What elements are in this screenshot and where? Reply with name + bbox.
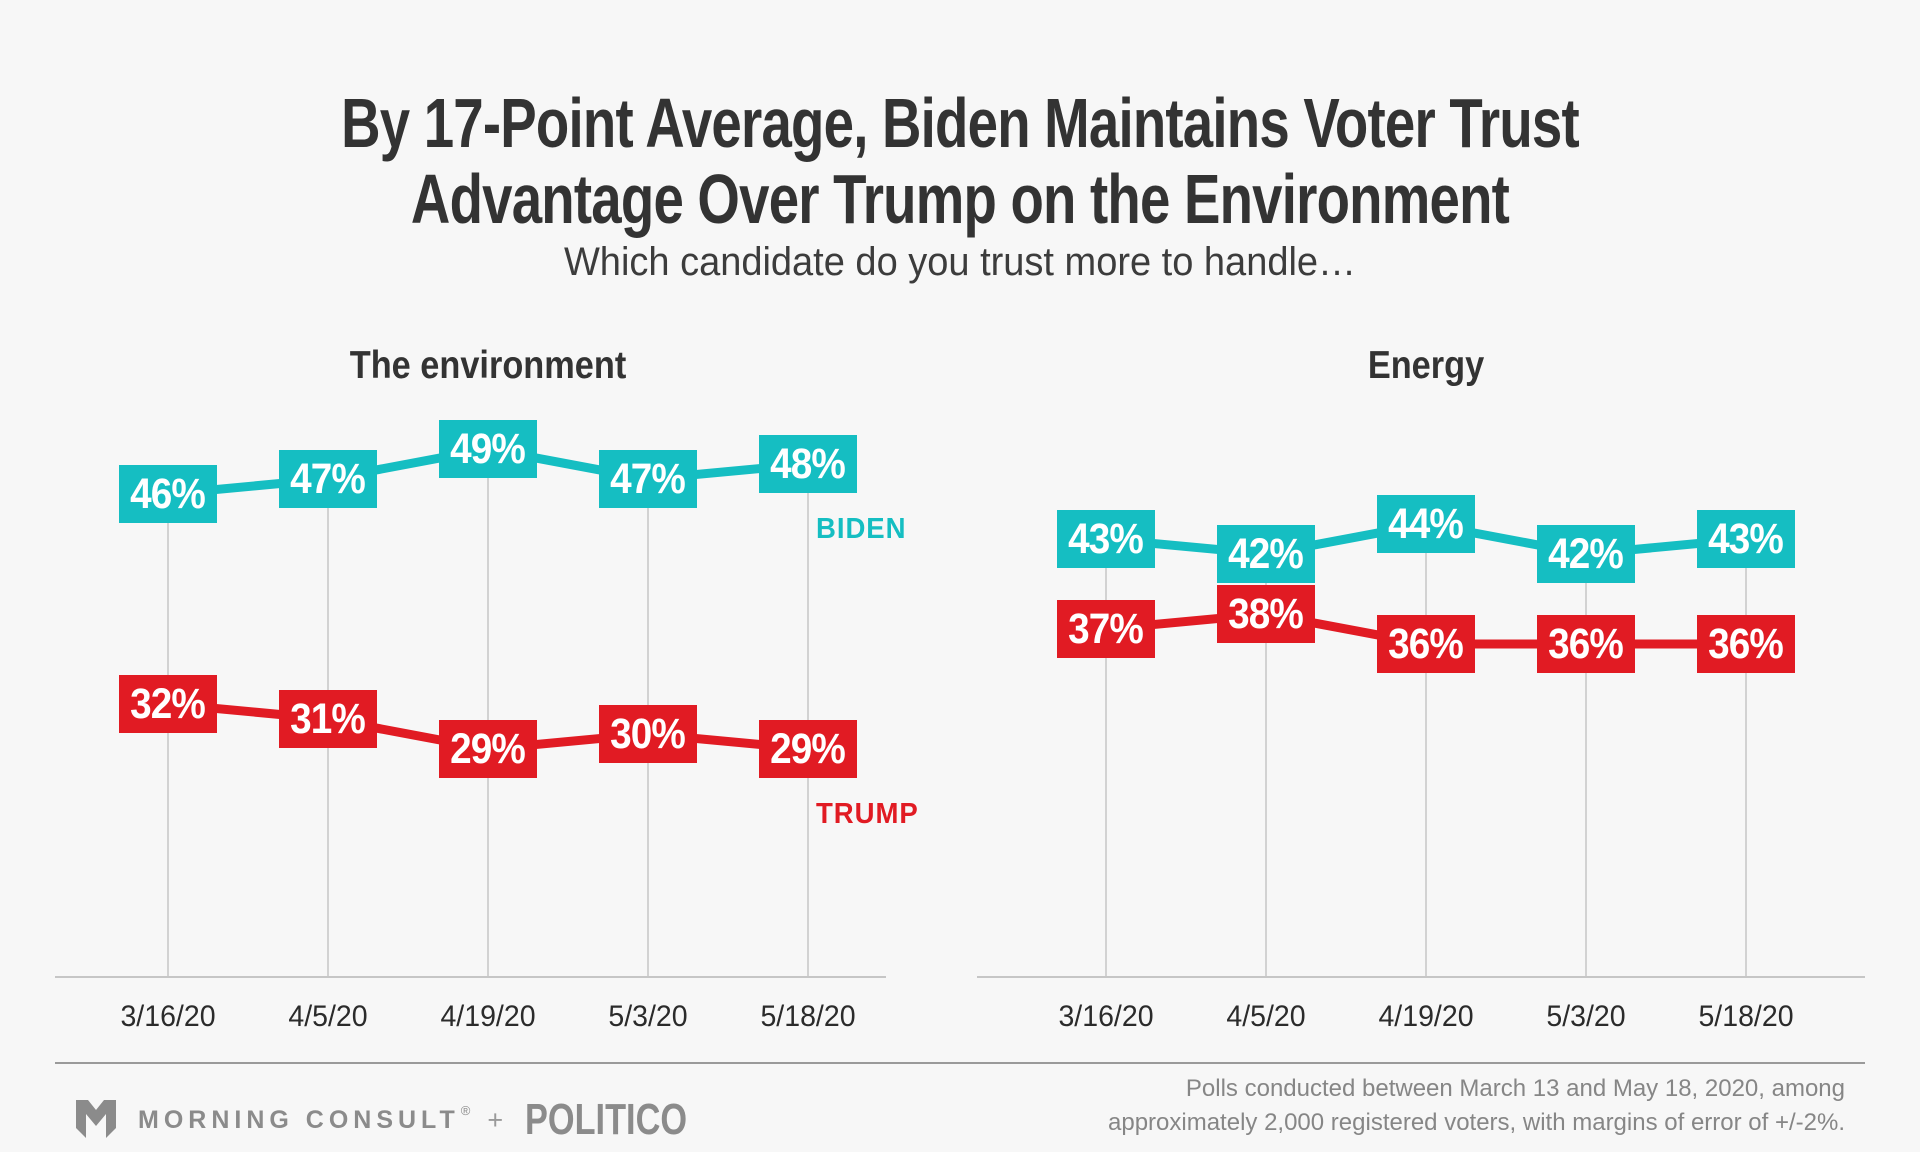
morning-consult-logo-icon: [76, 1100, 116, 1138]
data-point-value: 36%: [1548, 619, 1625, 668]
x-tick-label: 5/18/20: [1698, 1000, 1794, 1033]
data-point-label: 43%: [1697, 510, 1795, 568]
series-label-biden: BIDEN: [816, 513, 907, 545]
morning-consult-wordmark: MORNING CONSULT: [138, 1105, 460, 1134]
data-point-value: 47%: [610, 454, 687, 503]
data-point-label: 43%: [1057, 510, 1155, 568]
data-point-value: 46%: [130, 469, 207, 518]
chart-title: Energy: [1367, 344, 1485, 387]
series-label-trump: TRUMP: [816, 798, 919, 830]
data-point-label: 42%: [1537, 525, 1635, 583]
data-point-label: 29%: [439, 720, 537, 778]
data-point-value: 38%: [1228, 589, 1305, 638]
footer-divider: [55, 1062, 1865, 1064]
data-point-value: 30%: [610, 709, 687, 758]
x-tick-label: 5/3/20: [1546, 1000, 1626, 1033]
x-tick-label: 3/16/20: [1058, 1000, 1154, 1033]
page-subtitle: Which candidate do you trust more to han…: [563, 240, 1357, 284]
data-point-label: 31%: [279, 690, 377, 748]
methodology-note-line2: approximately 2,000 registered voters, w…: [1108, 1109, 1845, 1136]
x-tick-label: 4/5/20: [1226, 1000, 1306, 1033]
data-point-label: 46%: [119, 465, 217, 523]
data-point-label: 37%: [1057, 600, 1155, 658]
data-point-value: 31%: [290, 694, 367, 743]
footer-brand-row: MORNING CONSULT ® + POLITICO: [74, 1094, 733, 1146]
data-point-value: 37%: [1068, 604, 1145, 653]
data-point-label: 36%: [1697, 615, 1795, 673]
data-point-label: 38%: [1217, 585, 1315, 643]
x-tick-label: 4/19/20: [440, 1000, 536, 1033]
data-point-value: 36%: [1708, 619, 1785, 668]
registered-trademark-symbol: ®: [460, 1102, 471, 1118]
x-tick-label: 5/18/20: [760, 1000, 856, 1033]
data-point-label: 47%: [279, 450, 377, 508]
x-tick-label: 4/19/20: [1378, 1000, 1474, 1033]
methodology-note: Polls conducted between March 13 and May…: [1108, 1072, 1845, 1140]
data-point-label: 29%: [759, 720, 857, 778]
data-point-value: 49%: [450, 424, 527, 473]
page-title-line2: Advantage Over Trump on the Environment: [410, 159, 1510, 238]
data-point-label: 30%: [599, 705, 697, 763]
data-point-value: 44%: [1388, 499, 1465, 548]
page-title: By 17-Point Average, Biden Maintains Vot…: [0, 85, 1920, 237]
x-tick-label: 5/3/20: [608, 1000, 688, 1033]
politico-wordmark: POLITICO: [525, 1095, 688, 1144]
data-point-value: 48%: [770, 439, 847, 488]
data-point-label: 47%: [599, 450, 697, 508]
data-point-value: 42%: [1548, 529, 1625, 578]
data-point-value: 43%: [1708, 514, 1785, 563]
data-point-value: 32%: [130, 679, 207, 728]
methodology-note-line1: Polls conducted between March 13 and May…: [1185, 1075, 1845, 1102]
data-point-value: 42%: [1228, 529, 1305, 578]
brand-plus-sign: +: [487, 1104, 504, 1135]
data-point-value: 29%: [770, 724, 847, 773]
data-point-value: 47%: [290, 454, 367, 503]
data-point-label: 32%: [119, 675, 217, 733]
page-title-line1: By 17-Point Average, Biden Maintains Vot…: [341, 83, 1580, 162]
data-point-value: 43%: [1068, 514, 1145, 563]
chart-title: The environment: [349, 344, 627, 387]
data-point-value: 36%: [1388, 619, 1465, 668]
data-point-label: 36%: [1377, 615, 1475, 673]
data-point-value: 29%: [450, 724, 527, 773]
data-point-label: 49%: [439, 420, 537, 478]
x-tick-label: 3/16/20: [120, 1000, 216, 1033]
data-point-label: 44%: [1377, 495, 1475, 553]
x-tick-label: 4/5/20: [288, 1000, 368, 1033]
data-point-label: 42%: [1217, 525, 1315, 583]
data-point-label: 36%: [1537, 615, 1635, 673]
data-point-label: 48%: [759, 435, 857, 493]
